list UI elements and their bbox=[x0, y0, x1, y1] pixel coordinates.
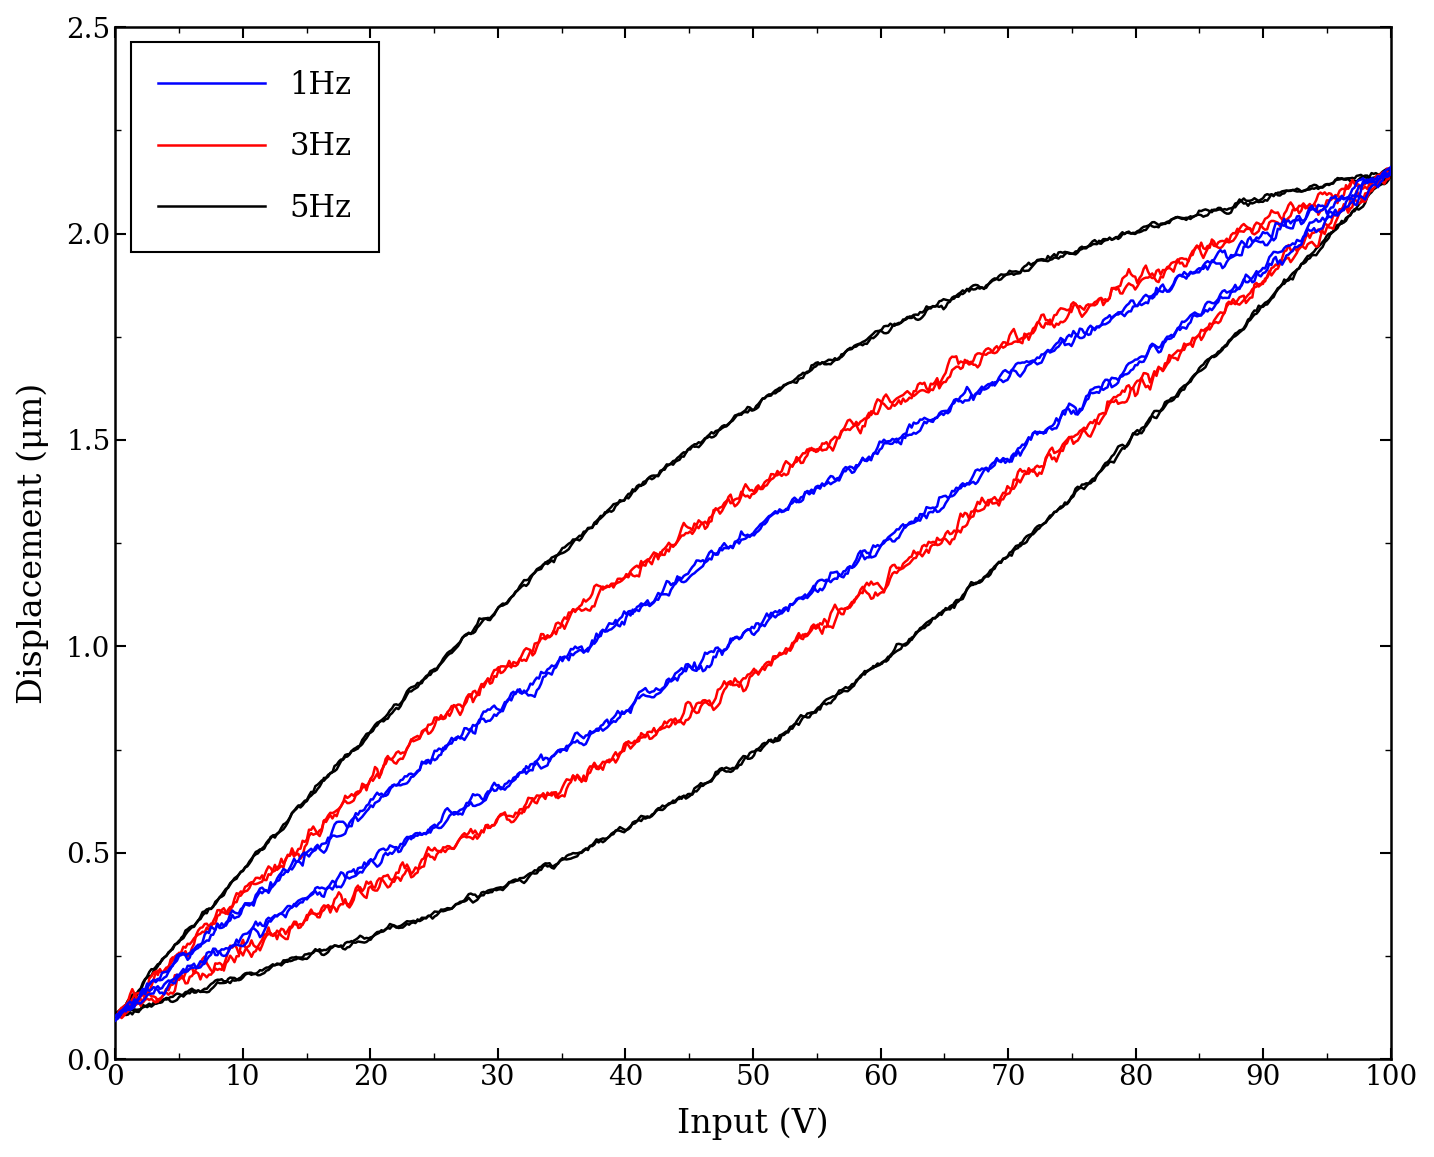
X-axis label: Input (V): Input (V) bbox=[677, 1107, 829, 1141]
Legend: 1Hz, 3Hz, 5Hz: 1Hz, 3Hz, 5Hz bbox=[130, 43, 379, 251]
Y-axis label: Displacement (μm): Displacement (μm) bbox=[17, 383, 49, 703]
